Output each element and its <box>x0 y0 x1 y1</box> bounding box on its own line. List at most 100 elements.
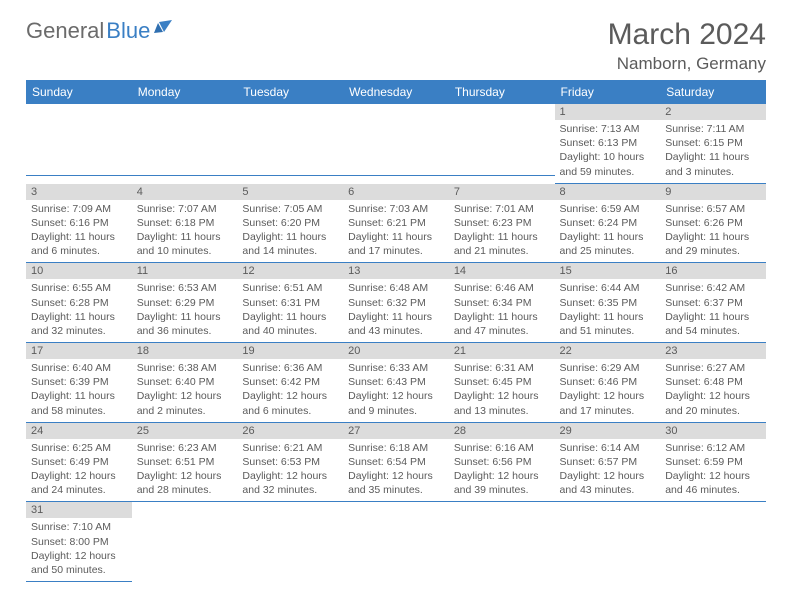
calendar-row: 3Sunrise: 7:09 AMSunset: 6:16 PMDaylight… <box>26 184 766 264</box>
day-number: 4 <box>132 184 238 200</box>
detail-line: and 28 minutes. <box>137 483 233 497</box>
detail-line: Daylight: 11 hours <box>665 150 761 164</box>
detail-line: Sunset: 6:59 PM <box>665 455 761 469</box>
detail-line: Sunrise: 6:51 AM <box>242 281 338 295</box>
day-details: Sunrise: 6:14 AMSunset: 6:57 PMDaylight:… <box>555 439 661 500</box>
calendar-cell: 8Sunrise: 6:59 AMSunset: 6:24 PMDaylight… <box>555 184 661 264</box>
detail-line: and 58 minutes. <box>31 404 127 418</box>
detail-line: Daylight: 12 hours <box>242 469 338 483</box>
calendar-cell: 13Sunrise: 6:48 AMSunset: 6:32 PMDayligh… <box>343 263 449 343</box>
detail-line: Sunset: 6:39 PM <box>31 375 127 389</box>
day-number: 2 <box>660 104 766 120</box>
calendar-cell: 7Sunrise: 7:01 AMSunset: 6:23 PMDaylight… <box>449 184 555 264</box>
day-number: 13 <box>343 263 449 279</box>
detail-line: Daylight: 12 hours <box>137 389 233 403</box>
detail-line: Sunset: 6:18 PM <box>137 216 233 230</box>
calendar-cell: 26Sunrise: 6:21 AMSunset: 6:53 PMDayligh… <box>237 423 343 503</box>
detail-line: Sunrise: 7:13 AM <box>560 122 656 136</box>
detail-line: Daylight: 12 hours <box>560 469 656 483</box>
day-details: Sunrise: 6:23 AMSunset: 6:51 PMDaylight:… <box>132 439 238 500</box>
detail-line: Sunrise: 6:18 AM <box>348 441 444 455</box>
day-number: 6 <box>343 184 449 200</box>
calendar-table: SundayMondayTuesdayWednesdayThursdayFrid… <box>26 80 766 582</box>
detail-line: Sunset: 6:20 PM <box>242 216 338 230</box>
detail-line: and 21 minutes. <box>454 244 550 258</box>
day-details: Sunrise: 6:40 AMSunset: 6:39 PMDaylight:… <box>26 359 132 420</box>
calendar-cell: 30Sunrise: 6:12 AMSunset: 6:59 PMDayligh… <box>660 423 766 503</box>
detail-line: Sunrise: 6:57 AM <box>665 202 761 216</box>
detail-line: and 59 minutes. <box>560 165 656 179</box>
calendar-cell: 29Sunrise: 6:14 AMSunset: 6:57 PMDayligh… <box>555 423 661 503</box>
calendar-cell: 9Sunrise: 6:57 AMSunset: 6:26 PMDaylight… <box>660 184 766 264</box>
day-details: Sunrise: 7:13 AMSunset: 6:13 PMDaylight:… <box>555 120 661 181</box>
detail-line: Sunrise: 6:33 AM <box>348 361 444 375</box>
detail-line: Daylight: 11 hours <box>31 230 127 244</box>
day-details: Sunrise: 6:55 AMSunset: 6:28 PMDaylight:… <box>26 279 132 340</box>
detail-line: and 13 minutes. <box>454 404 550 418</box>
calendar-cell: 12Sunrise: 6:51 AMSunset: 6:31 PMDayligh… <box>237 263 343 343</box>
calendar-cell <box>343 104 449 184</box>
detail-line: Daylight: 11 hours <box>665 230 761 244</box>
detail-line: Daylight: 11 hours <box>137 310 233 324</box>
detail-line: and 10 minutes. <box>137 244 233 258</box>
detail-line: Sunrise: 6:55 AM <box>31 281 127 295</box>
detail-line: Sunset: 6:49 PM <box>31 455 127 469</box>
day-details: Sunrise: 6:21 AMSunset: 6:53 PMDaylight:… <box>237 439 343 500</box>
detail-line: Sunset: 6:23 PM <box>454 216 550 230</box>
day-number: 28 <box>449 423 555 439</box>
detail-line: Daylight: 12 hours <box>242 389 338 403</box>
detail-line: Daylight: 11 hours <box>665 310 761 324</box>
logo-text-1: General <box>26 18 104 44</box>
detail-line: Sunrise: 6:23 AM <box>137 441 233 455</box>
day-number: 19 <box>237 343 343 359</box>
detail-line: Daylight: 11 hours <box>31 389 127 403</box>
day-details: Sunrise: 6:29 AMSunset: 6:46 PMDaylight:… <box>555 359 661 420</box>
calendar-cell: 4Sunrise: 7:07 AMSunset: 6:18 PMDaylight… <box>132 184 238 264</box>
detail-line: and 14 minutes. <box>242 244 338 258</box>
detail-line: Sunset: 6:56 PM <box>454 455 550 469</box>
calendar-cell: 28Sunrise: 6:16 AMSunset: 6:56 PMDayligh… <box>449 423 555 503</box>
day-number: 10 <box>26 263 132 279</box>
detail-line: Sunrise: 7:03 AM <box>348 202 444 216</box>
day-details: Sunrise: 6:18 AMSunset: 6:54 PMDaylight:… <box>343 439 449 500</box>
detail-line: Sunset: 6:29 PM <box>137 296 233 310</box>
detail-line: Sunrise: 7:07 AM <box>137 202 233 216</box>
day-header: Friday <box>555 80 661 104</box>
detail-line: Sunset: 6:15 PM <box>665 136 761 150</box>
detail-line: Sunrise: 7:10 AM <box>31 520 127 534</box>
detail-line: and 3 minutes. <box>665 165 761 179</box>
day-header: Monday <box>132 80 238 104</box>
detail-line: Sunrise: 6:21 AM <box>242 441 338 455</box>
day-number: 14 <box>449 263 555 279</box>
day-number: 31 <box>26 502 132 518</box>
day-header: Wednesday <box>343 80 449 104</box>
detail-line: Sunrise: 6:29 AM <box>560 361 656 375</box>
detail-line: and 32 minutes. <box>31 324 127 338</box>
detail-line: Sunrise: 6:53 AM <box>137 281 233 295</box>
day-details: Sunrise: 6:27 AMSunset: 6:48 PMDaylight:… <box>660 359 766 420</box>
detail-line: Daylight: 12 hours <box>31 549 127 563</box>
detail-line: Sunrise: 6:59 AM <box>560 202 656 216</box>
day-number: 17 <box>26 343 132 359</box>
calendar-cell: 5Sunrise: 7:05 AMSunset: 6:20 PMDaylight… <box>237 184 343 264</box>
detail-line: Sunrise: 6:31 AM <box>454 361 550 375</box>
day-details: Sunrise: 6:53 AMSunset: 6:29 PMDaylight:… <box>132 279 238 340</box>
detail-line: Daylight: 12 hours <box>137 469 233 483</box>
day-details: Sunrise: 6:42 AMSunset: 6:37 PMDaylight:… <box>660 279 766 340</box>
page-header: GeneralBlue March 2024 Namborn, Germany <box>26 18 766 74</box>
detail-line: Sunrise: 6:42 AM <box>665 281 761 295</box>
detail-line: Sunset: 6:53 PM <box>242 455 338 469</box>
detail-line: and 2 minutes. <box>137 404 233 418</box>
day-details: Sunrise: 6:12 AMSunset: 6:59 PMDaylight:… <box>660 439 766 500</box>
detail-line: and 29 minutes. <box>665 244 761 258</box>
day-number: 8 <box>555 184 661 200</box>
calendar-cell <box>555 502 661 582</box>
detail-line: Daylight: 11 hours <box>242 230 338 244</box>
day-details: Sunrise: 7:07 AMSunset: 6:18 PMDaylight:… <box>132 200 238 261</box>
calendar-cell: 1Sunrise: 7:13 AMSunset: 6:13 PMDaylight… <box>555 104 661 184</box>
day-header: Thursday <box>449 80 555 104</box>
calendar-cell: 10Sunrise: 6:55 AMSunset: 6:28 PMDayligh… <box>26 263 132 343</box>
calendar-cell: 25Sunrise: 6:23 AMSunset: 6:51 PMDayligh… <box>132 423 238 503</box>
detail-line: Daylight: 12 hours <box>454 469 550 483</box>
detail-line: Sunset: 6:43 PM <box>348 375 444 389</box>
